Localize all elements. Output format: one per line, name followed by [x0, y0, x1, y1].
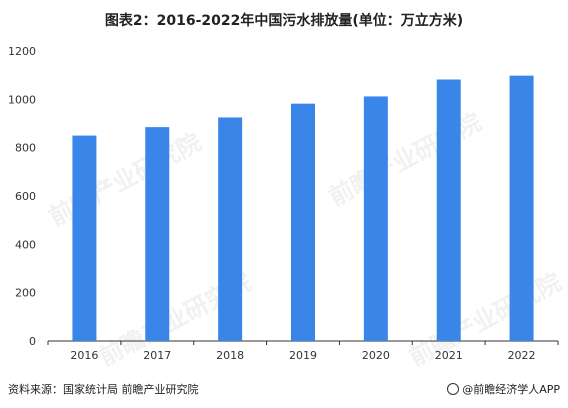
bar [363, 96, 388, 341]
x-tick-label: 2019 [289, 349, 317, 362]
y-tick-label: 0 [29, 335, 36, 348]
x-tick-label: 2020 [362, 349, 390, 362]
brand-label: @前瞻经济学人APP [462, 383, 560, 396]
x-tick-label: 2021 [435, 349, 463, 362]
bar [72, 135, 97, 341]
bar [291, 103, 315, 341]
x-tick-label: 2018 [216, 349, 244, 362]
x-tick-label: 2017 [143, 349, 171, 362]
source-note: 资料来源：国家统计局 前瞻产业研究院 [8, 383, 199, 396]
y-tick-label: 200 [15, 287, 36, 300]
x-tick-label: 2016 [70, 349, 98, 362]
bar [218, 117, 243, 341]
chart-title: 图表2：2016-2022年中国污水排放量(单位：万立方米) [104, 13, 464, 29]
x-tick-label: 2022 [508, 349, 536, 362]
brand-logo-icon [447, 383, 460, 395]
bar [509, 75, 534, 342]
brand-credit: @前瞻经济学人APP [447, 381, 560, 397]
y-tick-label: 800 [15, 142, 36, 155]
y-tick-label: 600 [15, 190, 36, 203]
y-tick-label: 1000 [8, 93, 36, 106]
y-tick-label: 400 [15, 238, 36, 251]
bar [145, 127, 170, 341]
bar [436, 79, 461, 342]
y-tick-label: 1200 [8, 45, 36, 58]
